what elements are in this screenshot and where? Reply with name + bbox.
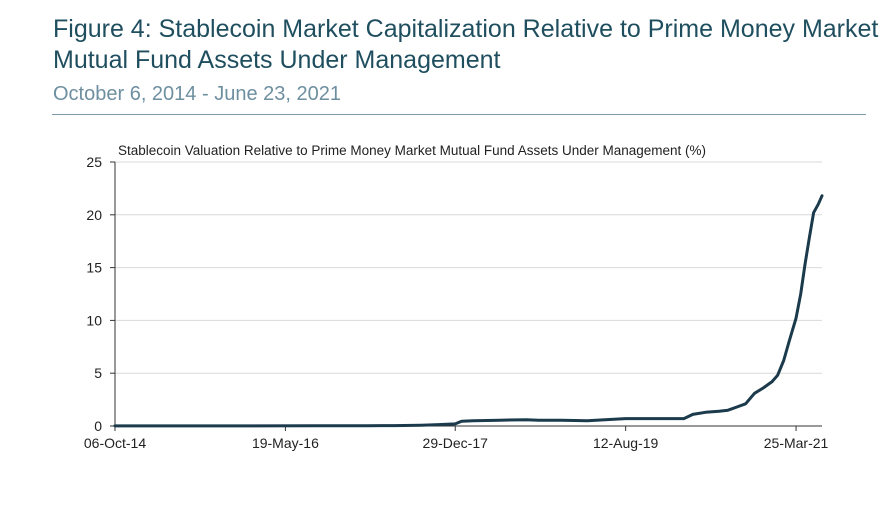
axes: [114, 162, 822, 427]
y-tick-label: 10: [86, 312, 102, 328]
x-axis-ticks: 06-Oct-14 19-May-16 29-Dec-17 12-Aug-19 25-M…: [84, 426, 829, 451]
figure-subtitle: October 6, 2014 - June 23, 2021: [53, 83, 341, 105]
y-axis-ticks: 0 5 10 15 20 25: [86, 154, 115, 434]
figure-title: Figure 4: Stablecoin Market Capitalizati…: [53, 15, 879, 74]
x-tick-label: 12-Aug-19: [593, 435, 659, 451]
x-tick-label: 25-Mar-21: [764, 435, 829, 451]
y-tick-label: 0: [94, 418, 102, 434]
y-tick-label: 25: [86, 154, 102, 170]
chart-title: Stablecoin Valuation Relative to Prime M…: [118, 143, 706, 158]
x-tick-label: 19-May-16: [252, 435, 319, 451]
x-tick-label: 06-Oct-14: [84, 435, 146, 451]
x-tick-label: 29-Dec-17: [423, 435, 489, 451]
header-divider: [52, 114, 866, 115]
y-tick-label: 20: [86, 207, 102, 223]
series-group: [113, 194, 824, 428]
series-line: [113, 194, 824, 428]
grid-lines: [115, 161, 822, 374]
y-tick-label: 15: [86, 260, 102, 276]
y-tick-label: 5: [94, 365, 102, 381]
